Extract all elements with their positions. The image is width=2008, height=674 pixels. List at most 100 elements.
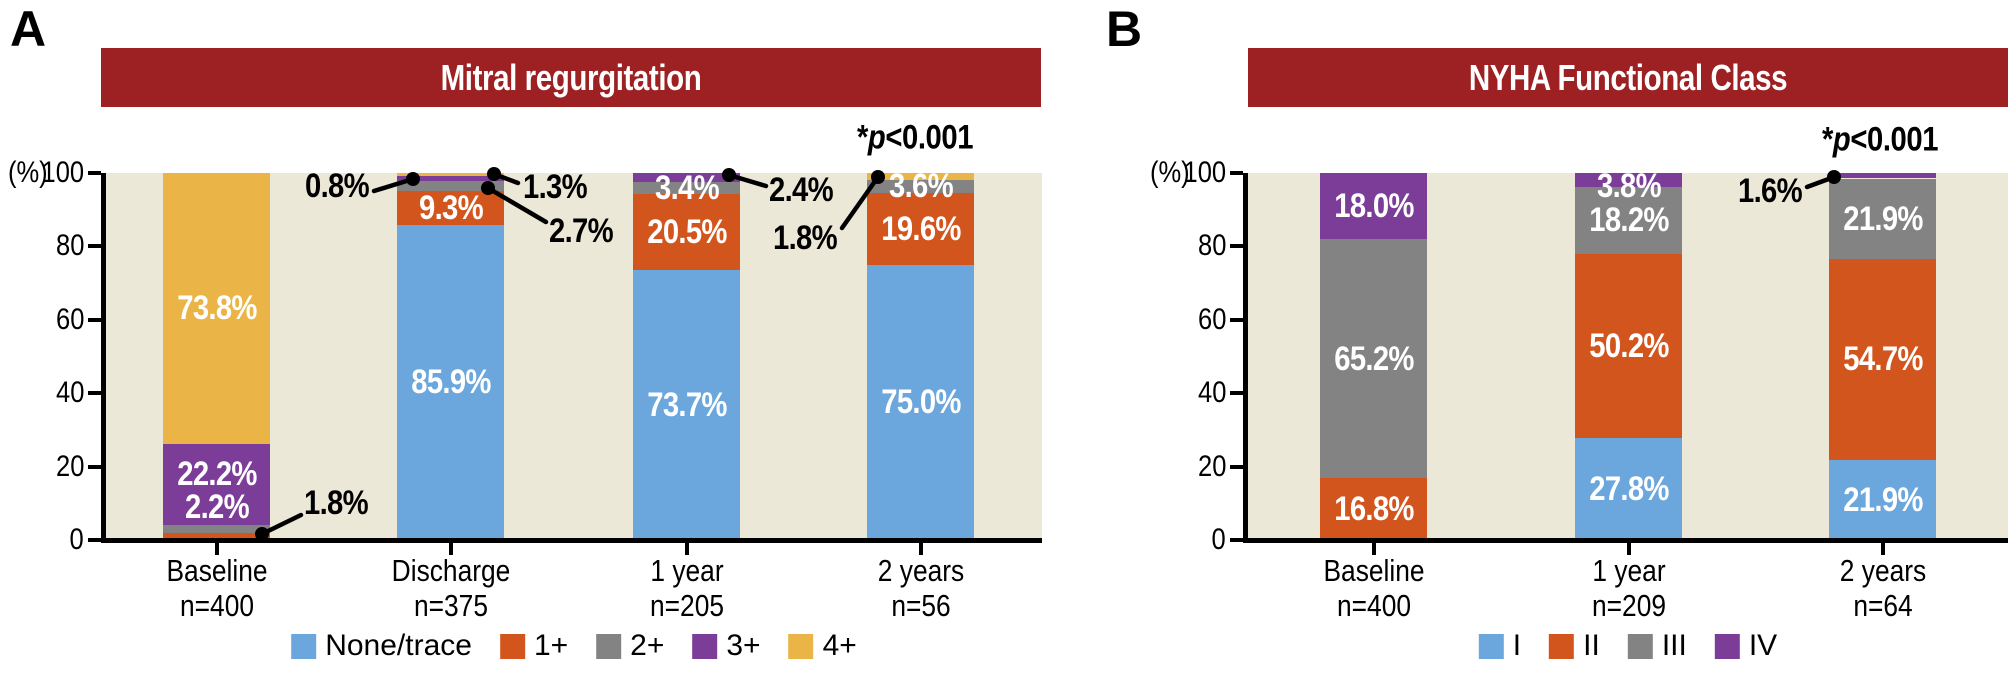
category-n: n=400 [179,588,254,623]
legend-label: III [1661,629,1687,662]
category-label: Baseline n=400 [1323,553,1424,623]
panel-a-title: Mitral regurgitation [440,57,702,98]
segment-label: 75.0% [880,383,961,422]
segment-label: 22.2% [176,455,257,493]
bar-segment-nonetrace [867,264,974,540]
bar-segment-i [1575,437,1682,540]
segment-label: 2.2% [184,488,250,526]
legend-label: None/trace [325,629,472,662]
segment-label: 18.0% [1333,187,1414,226]
category-name: 2 years [1839,553,1926,588]
y-axis-unit-label: (%) [8,156,48,189]
y-tick [88,391,101,396]
category-n: n=205 [649,588,724,623]
bar-segment-1 [163,533,270,540]
y-tick-label: 40 [55,376,84,410]
y-tick-label: 100 [1183,156,1226,189]
bar-segment-1 [633,194,740,270]
y-tick-label: 80 [55,229,84,263]
legend-label: 2+ [630,629,665,662]
segment-label: 9.3% [418,188,484,227]
segment-label: 73.8% [176,289,257,328]
significance-p-symbol: p [867,118,886,157]
bar-segment-2 [867,179,974,193]
callout-label: 1.8% [304,484,369,522]
y-tick-label: 0 [69,523,84,556]
legend-item: II [1549,629,1600,663]
callout-label: 0.8% [305,167,370,205]
panel-b-corner-label: B [1106,1,1143,57]
significance-p-symbol: p [1832,120,1851,159]
y-tick [88,538,101,542]
y-tick [1230,391,1243,396]
bar-segment-nonetrace [633,269,740,540]
segment-label: 3.4% [654,169,720,207]
legend-item: 2+ [596,629,664,663]
bar-segment-4 [867,173,974,180]
category-name: 1 year [1591,553,1666,588]
bar-segment-iii [1829,178,1936,259]
x-tick [448,543,453,555]
bar-segment-iii [1320,239,1427,479]
segment-label: 27.8% [1588,469,1669,508]
y-tick [1230,317,1243,322]
bar-segment-ii [1320,478,1427,540]
legend-label: IV [1748,629,1778,662]
y-axis-line [1243,173,1248,543]
legend-swatch-icon [291,633,317,659]
bar-segment-3 [633,173,740,182]
legend-item: I [1478,629,1522,663]
callout-label: 2.7% [549,212,614,250]
y-tick [1230,538,1243,542]
significance-star: * [1821,120,1833,159]
panel-a-title-banner: Mitral regurgitation [101,48,1041,107]
category-label: 2 years n=64 [1839,553,1925,623]
bar-segment-ii [1575,253,1682,438]
category-name: Baseline [1322,553,1425,588]
segment-label: 54.7% [1842,340,1923,379]
callout-label: 1.6% [1738,172,1803,210]
bar-segment-nonetrace [397,224,504,540]
segment-label: 18.2% [1588,201,1669,240]
legend-swatch-icon [596,633,622,659]
legend-item: None/trace [291,629,472,663]
category-name: 2 years [877,553,964,588]
legend-swatch-icon [1549,633,1575,659]
legend-label: 1+ [533,629,569,662]
legend-swatch-icon [1627,633,1653,659]
bar-segment-2 [397,180,504,191]
bar-segment-iv [1575,173,1682,187]
legend-swatch-icon [788,633,814,659]
panel-b-legend: I II III IV [1478,629,1778,663]
callout-label: 1.3% [523,168,588,206]
x-tick [1880,543,1885,555]
segment-label: 85.9% [410,363,491,402]
y-axis-unit-label: (%) [1150,156,1190,189]
bar-segment-i [1829,459,1936,540]
callout-label: 2.4% [769,171,834,209]
panel-a-corner-label: A [10,1,47,57]
panel-b-title-banner: NYHA Functional Class [1248,48,2008,107]
y-tick-label: 20 [1197,449,1226,483]
bar-segment-2 [163,525,270,534]
legend-label: 3+ [726,629,761,662]
segment-label: 16.8% [1333,490,1414,529]
legend-item: 1+ [499,629,569,663]
bar-segment-iv [1320,173,1427,240]
bar-segment-4 [397,173,504,176]
category-label: 1 year n=209 [1591,553,1665,623]
legend-swatch-icon [1478,633,1504,659]
y-tick-label: 100 [41,156,84,189]
y-tick-label: 80 [1197,229,1226,263]
legend-item: 3+ [692,629,761,663]
legend-label: 4+ [822,629,857,662]
category-n: n=64 [1852,588,1913,623]
y-tick [1230,464,1243,469]
category-label: Baseline n=400 [166,553,267,623]
segment-label: 21.9% [1842,480,1923,519]
y-tick [1230,171,1243,175]
segment-label: 73.7% [646,385,727,424]
legend-label: I [1512,629,1522,662]
panel-a-legend: None/trace 1+ 2+ 3+ 4+ [291,629,857,663]
segment-label: 19.6% [880,209,961,248]
